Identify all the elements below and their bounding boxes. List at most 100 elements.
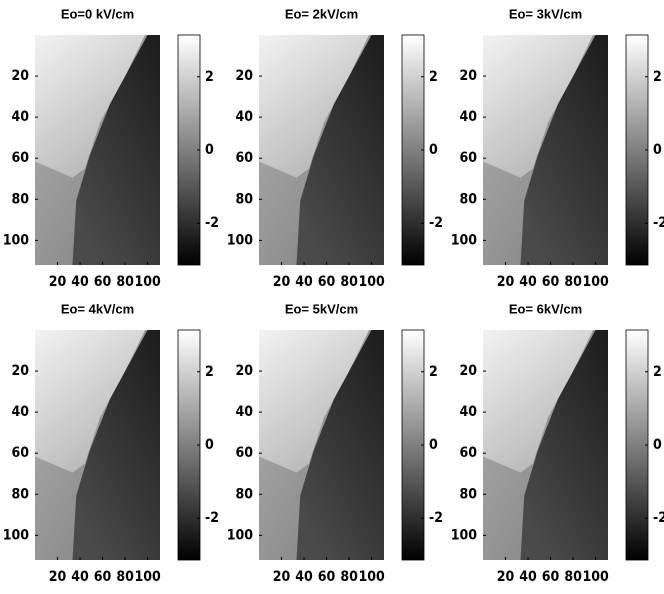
x-tick-label: 100 [134,569,161,585]
colorbar [401,329,425,561]
x-tick-label: 80 [564,274,582,290]
colorbar-tick-label: -2 [429,510,443,526]
x-tick-label: 100 [358,274,385,290]
x-tick-label: 40 [71,569,89,585]
y-tick-label: 60 [11,445,29,461]
colorbar-tick-label: 0 [205,142,214,158]
y-tick-label: 80 [459,191,477,207]
colorbar-tick-label: 2 [429,69,438,85]
x-tick-label: 20 [497,274,515,290]
y-tick-label: 60 [235,150,253,166]
y-tick-label: 100 [227,527,254,543]
y-tick-label: 40 [235,109,253,125]
heatmap-dark-region [520,35,608,265]
y-tick-label: 100 [227,232,254,248]
colorbar [625,329,649,561]
x-tick-label: 80 [116,569,134,585]
colorbar-tick-label: 0 [429,142,438,158]
y-tick-label: 100 [451,232,478,248]
x-tick-label: 20 [49,274,67,290]
colorbar [625,34,649,266]
y-tick-label: 80 [235,486,253,502]
y-tick-label: 20 [459,363,477,379]
x-tick-label: 60 [318,274,336,290]
heatmap-dark-region [520,330,608,560]
heatmap-bright-region [483,35,593,178]
colorbar-tick-label: 2 [653,69,662,85]
x-tick-label: 20 [273,274,291,290]
y-tick-label: 60 [11,150,29,166]
y-tick-label: 60 [459,445,477,461]
y-tick-label: 40 [459,109,477,125]
heatmap-bright-region [259,330,369,473]
x-tick-label: 60 [542,274,560,290]
colorbar-tick-label: 0 [205,437,214,453]
y-tick-label: 20 [235,68,253,84]
y-tick-label: 80 [11,486,29,502]
y-tick-label: 20 [11,68,29,84]
x-tick-label: 40 [519,569,537,585]
y-tick-label: 40 [11,404,29,420]
colorbar-tick-label: -2 [205,215,219,231]
y-tick-label: 80 [459,486,477,502]
panel-title: Eo= 3kV/cm [509,6,582,21]
x-tick-label: 80 [340,569,358,585]
x-tick-label: 80 [340,274,358,290]
colorbar-tick-label: 0 [653,142,662,158]
y-tick-label: 60 [235,445,253,461]
y-tick-label: 20 [11,363,29,379]
x-tick-label: 40 [519,274,537,290]
y-tick-label: 40 [459,404,477,420]
colorbar-tick-label: -2 [653,215,664,231]
x-tick-label: 60 [318,569,336,585]
x-tick-label: 20 [273,569,291,585]
panel-title: Eo=0 kV/cm [61,6,134,21]
x-tick-label: 100 [358,569,385,585]
panel-title: Eo= 2kV/cm [285,6,358,21]
heatmap-bright-region [35,35,145,178]
heatmap-bright-region [259,35,369,178]
colorbar [177,329,201,561]
colorbar [401,34,425,266]
y-tick-label: 100 [3,232,30,248]
heatmap-dark-region [72,35,160,265]
y-tick-label: 100 [3,527,30,543]
colorbar-tick-label: 0 [429,437,438,453]
colorbar-tick-label: 2 [429,364,438,380]
heatmap-dark-region [296,35,384,265]
y-tick-label: 60 [459,150,477,166]
y-tick-label: 80 [235,191,253,207]
x-tick-label: 80 [564,569,582,585]
colorbar-tick-label: -2 [429,215,443,231]
y-tick-label: 80 [11,191,29,207]
x-tick-label: 40 [295,274,313,290]
x-tick-label: 20 [49,569,67,585]
colorbar-tick-label: 2 [205,364,214,380]
x-tick-label: 80 [116,274,134,290]
x-tick-label: 100 [582,569,609,585]
heatmap-dark-region [72,330,160,560]
x-tick-label: 100 [582,274,609,290]
x-tick-label: 40 [71,274,89,290]
colorbar-tick-label: -2 [205,510,219,526]
y-tick-label: 40 [11,109,29,125]
colorbar [177,34,201,266]
heatmap-bright-region [35,330,145,473]
y-tick-label: 100 [451,527,478,543]
x-tick-label: 40 [295,569,313,585]
colorbar-tick-label: 2 [205,69,214,85]
y-tick-label: 20 [235,363,253,379]
colorbar-tick-label: 2 [653,364,662,380]
colorbar-tick-label: 0 [653,437,662,453]
x-tick-label: 60 [94,569,112,585]
y-tick-label: 40 [235,404,253,420]
heatmap-dark-region [296,330,384,560]
x-tick-label: 20 [497,569,515,585]
panel-title: Eo= 4kV/cm [61,301,134,316]
x-tick-label: 60 [94,274,112,290]
panel-title: Eo= 6kV/cm [509,301,582,316]
colorbar-tick-label: -2 [653,510,664,526]
x-tick-label: 100 [134,274,161,290]
